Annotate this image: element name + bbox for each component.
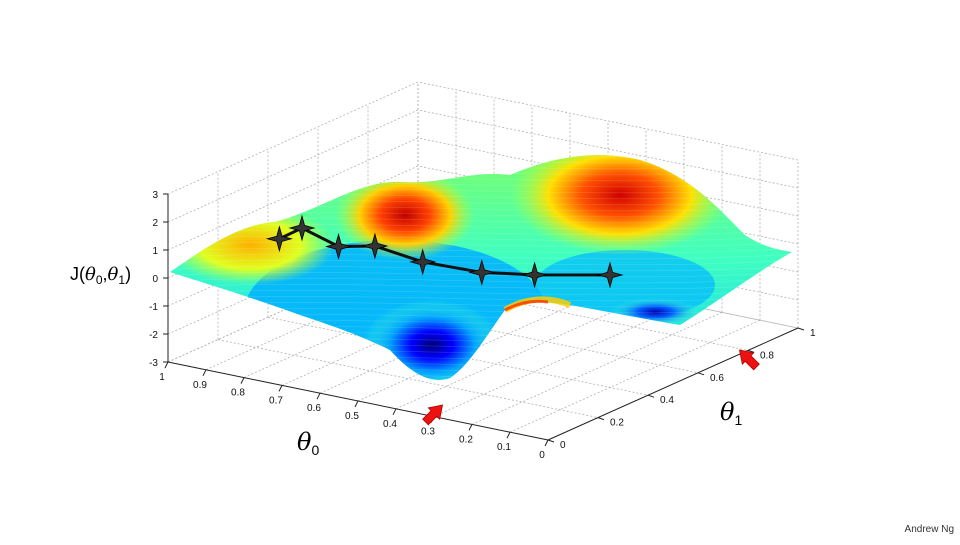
mesh-line (170, 163, 792, 170)
theta0-tick-label: 0.1 (497, 442, 511, 453)
theta0-tick-mark (278, 385, 283, 392)
theta1-tick-mark (597, 417, 605, 421)
mesh-line (170, 235, 792, 242)
grid-line (217, 339, 599, 418)
surface-fold-edge-red (504, 299, 549, 312)
theta0-tick-label: 0.3 (421, 427, 435, 438)
mesh-line (170, 247, 792, 254)
gradient-descent-path (265, 214, 624, 289)
theta1-tick-mark (747, 349, 755, 353)
theta1-axis-label: θ1 (720, 398, 742, 428)
theta0-tick-mark (202, 369, 207, 377)
theta1-tick-label: 0 (560, 440, 566, 451)
theta0-tick-label: 0.9 (193, 380, 207, 391)
theta0-axis-label: θ0 (297, 428, 319, 458)
grid-line (357, 288, 609, 402)
mesh-line (170, 259, 792, 266)
grid-line (509, 319, 761, 433)
mesh-line (170, 355, 792, 362)
local-minimum-arrows (422, 349, 760, 426)
grid-line (167, 109, 799, 223)
mesh-line (170, 283, 792, 290)
descent-step-marker (409, 248, 437, 276)
descent-step-marker (288, 214, 316, 242)
descent-step-marker (468, 258, 496, 286)
mesh-line (170, 157, 792, 164)
mesh-line (170, 253, 792, 260)
theta0-tick-label: 1 (159, 372, 165, 383)
local-minimum-arrow (422, 404, 444, 426)
grid-line (167, 81, 799, 195)
theta1-tick-label: 0.8 (760, 350, 774, 361)
surface-peak-2 (510, 155, 730, 255)
theta1-tick-label: 0.6 (710, 373, 724, 384)
local-minimum-arrow (738, 349, 760, 371)
mesh-line (170, 289, 792, 296)
descent-step-marker (361, 232, 389, 260)
descent-step-marker (521, 261, 549, 289)
mesh-line (170, 241, 792, 248)
theta0-tick-mark (544, 439, 549, 447)
theta1-tick-labels: 0 0.2 0.4 0.6 0.8 1 (547, 327, 816, 451)
theta0-tick-label: 0.2 (459, 434, 473, 445)
mesh-line (160, 386, 800, 391)
theta1-tick-mark (697, 372, 705, 376)
theta1-tick-mark (647, 394, 655, 398)
z-axis-label: J(θ0,θ1) (70, 264, 131, 287)
theta0-tick-mark (240, 377, 245, 384)
theta0-tick-label: 0.7 (269, 395, 283, 406)
mesh-line (170, 169, 792, 176)
mesh-line (170, 379, 792, 380)
mesh-line (160, 146, 800, 151)
theta0-tick-mark (392, 408, 397, 416)
z-tick-label: 1 (152, 246, 158, 257)
z-tick-label: 3 (152, 190, 158, 201)
mesh-line (170, 349, 792, 356)
theta1-tick-label: 0.4 (660, 395, 674, 406)
theta1-tick-mark (797, 327, 805, 331)
theta0-tick-mark (506, 431, 511, 439)
theta0-tick-label: 0.6 (307, 403, 321, 414)
grid-line (433, 304, 685, 417)
mesh-line (170, 361, 792, 368)
theta0-tick-label: 0.5 (345, 411, 359, 422)
z-tick-label: 2 (152, 218, 158, 229)
grid-line (471, 312, 723, 425)
theta1-axis-line (547, 327, 799, 441)
theta0-tick-mark (164, 361, 169, 369)
theta0-tick-label: 0.8 (231, 388, 245, 399)
grid-line (395, 296, 647, 410)
surface-ridge-left (170, 205, 335, 285)
mesh-line (170, 271, 792, 278)
theta0-tick-mark (354, 400, 359, 408)
descent-step-marker (596, 261, 624, 289)
credit-text: Andrew Ng (904, 524, 954, 535)
z-tick-labels: 3 2 1 0 -1 -2 -3 (149, 190, 168, 369)
theta0-tick-labels: 1 0.9 0.8 0.7 0.6 0.5 0.4 0.3 0.2 0.1 0 (159, 361, 549, 461)
descent-step-marker (324, 232, 353, 261)
z-tick-label: -3 (149, 358, 158, 369)
theta0-tick-label: 0.4 (383, 419, 397, 430)
theta1-tick-label: 1 (810, 328, 816, 339)
surface-peak-1 (335, 170, 475, 260)
z-tick-label: 0 (152, 274, 158, 285)
theta0-tick-mark (316, 392, 321, 400)
theta1-tick-mark (547, 439, 555, 443)
mesh-line (170, 277, 792, 284)
descent-step-marker (265, 225, 293, 253)
z-tick-label: -2 (149, 330, 158, 341)
theta1-tick-label: 0.2 (610, 418, 624, 429)
theta0-tick-mark (468, 424, 473, 431)
mesh-line (170, 229, 792, 236)
z-tick-label: -1 (149, 302, 158, 313)
theta0-tick-label: 0 (539, 450, 545, 461)
